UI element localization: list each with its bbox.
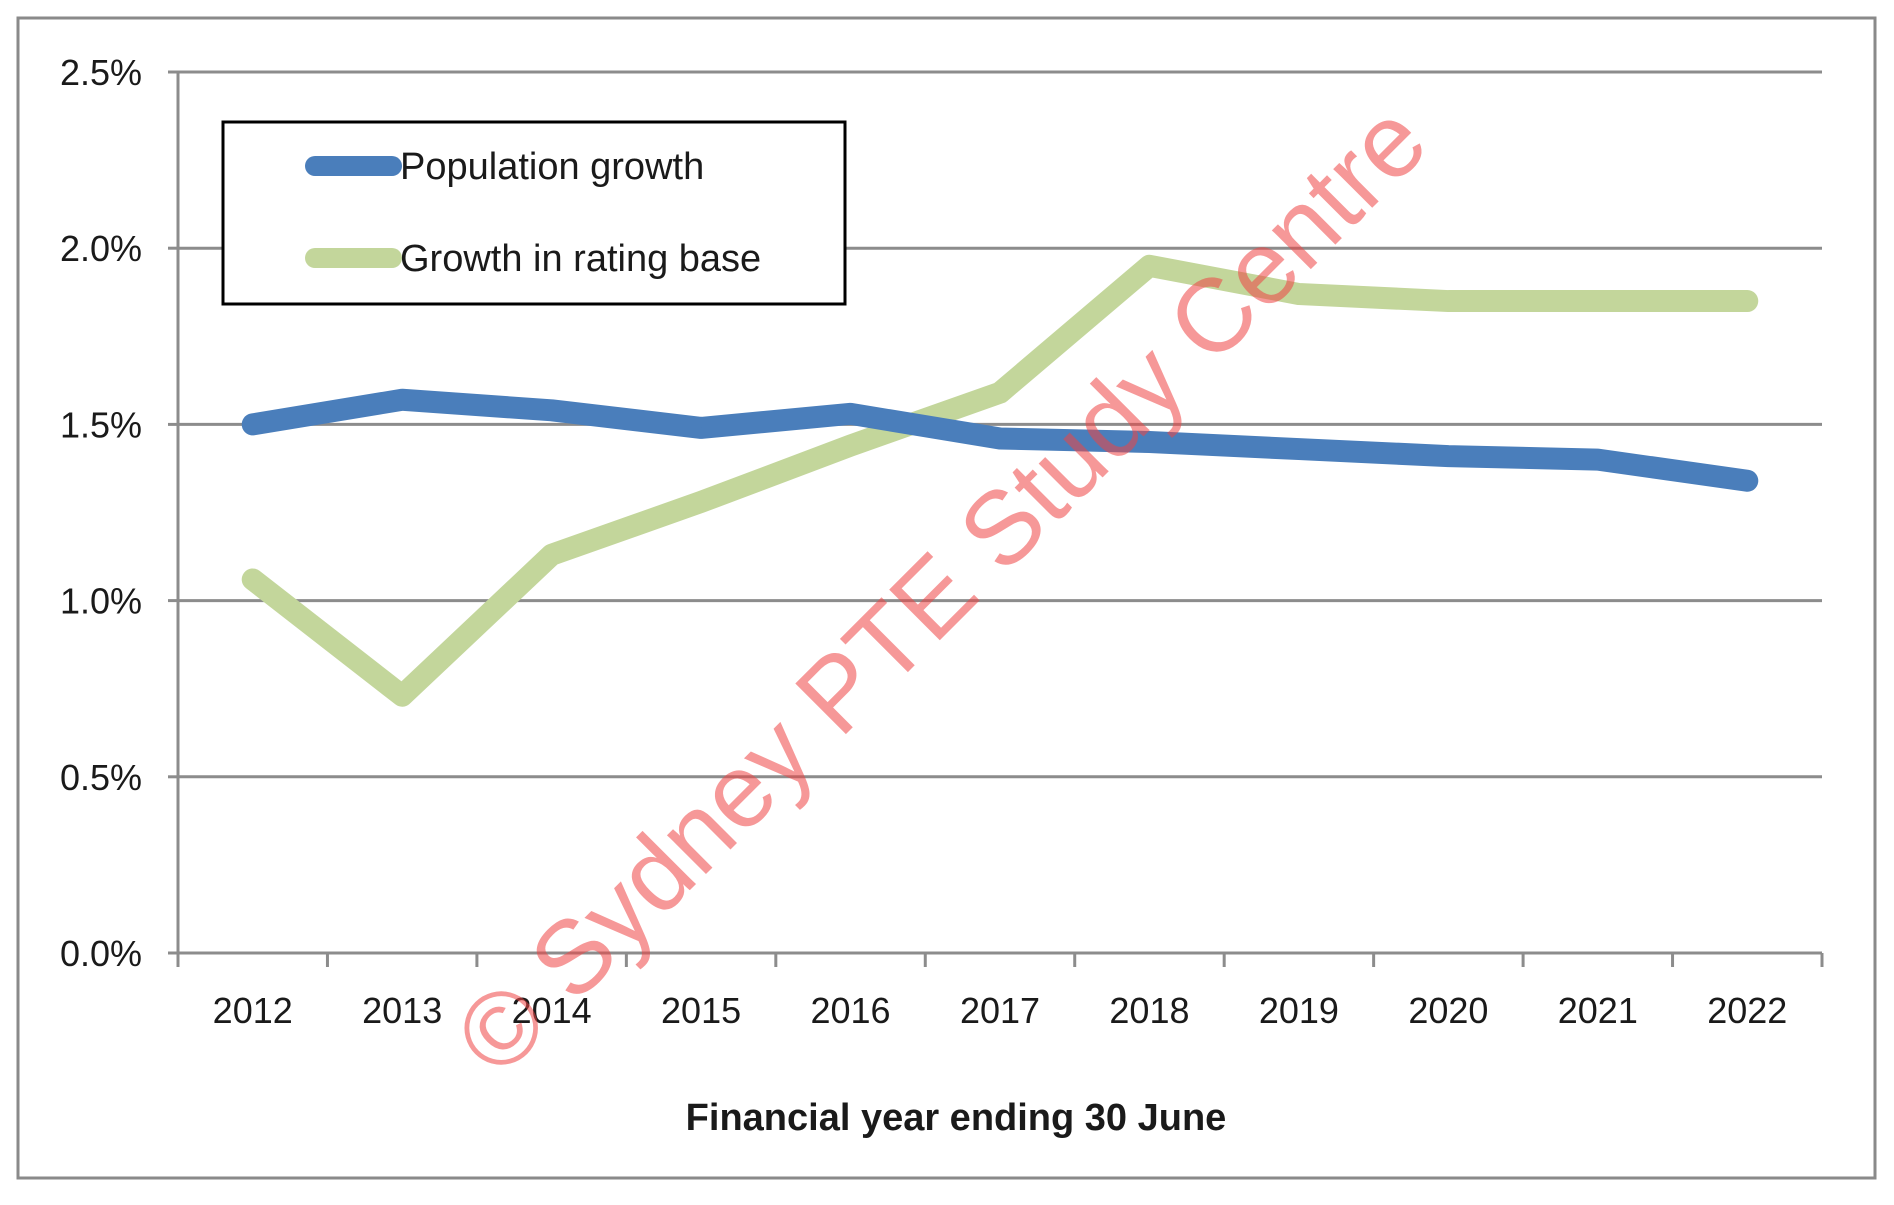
x-tick-label: 2022 <box>1707 990 1787 1031</box>
y-axis-tick-labels: 0.0% 0.5% 1.0% 1.5% 2.0% 2.5% <box>60 52 142 974</box>
data-point-population-growth <box>700 427 702 429</box>
data-point-population-growth <box>551 409 553 411</box>
x-tick-label: 2020 <box>1408 990 1488 1031</box>
data-point-growth-in-rating-base <box>401 695 403 697</box>
x-tick-label: 2015 <box>661 990 741 1031</box>
data-point-population-growth <box>1298 448 1300 450</box>
series-lines <box>241 254 1759 707</box>
data-point-population-growth <box>401 399 403 401</box>
x-tick-label: 2014 <box>512 990 592 1031</box>
x-tick-label: 2021 <box>1558 990 1638 1031</box>
x-axis-tick-labels: 2012 2013 2014 2015 2016 2017 2018 2019 2020 2021… <box>213 990 1788 1031</box>
x-tick-label: 2019 <box>1259 990 1339 1031</box>
data-point-growth-in-rating-base <box>1148 265 1150 267</box>
x-tick-label: 2018 <box>1109 990 1189 1031</box>
data-point-population-growth <box>999 437 1001 439</box>
data-point-growth-in-rating-base <box>1597 300 1599 302</box>
x-tick-label: 2012 <box>213 990 293 1031</box>
y-tick-label: 1.5% <box>60 404 142 445</box>
data-point-growth-in-rating-base <box>1447 300 1449 302</box>
legend-label-population-growth: Population growth <box>400 146 704 188</box>
data-point-growth-in-rating-base <box>850 445 852 447</box>
x-tick-label: 2017 <box>960 990 1040 1031</box>
data-point-population-growth <box>1746 480 1748 482</box>
y-tick-label: 2.5% <box>60 52 142 93</box>
data-point-population-growth <box>1148 441 1150 443</box>
data-point-population-growth <box>1447 455 1449 457</box>
data-point-population-growth <box>252 423 254 425</box>
y-tick-label: 1.0% <box>60 581 142 622</box>
x-axis-title: Financial year ending 30 June <box>686 1097 1227 1139</box>
y-tick-label: 2.0% <box>60 228 142 269</box>
data-point-growth-in-rating-base <box>700 501 702 503</box>
axes <box>176 72 1824 967</box>
legend-label-growth-in-rating-base: Growth in rating base <box>400 238 761 280</box>
data-point-growth-in-rating-base <box>551 554 553 556</box>
data-point-growth-in-rating-base <box>999 392 1001 394</box>
data-point-population-growth <box>850 413 852 415</box>
data-point-growth-in-rating-base <box>252 578 254 580</box>
legend: Population growth Growth in rating base <box>221 120 847 306</box>
legend-box <box>221 120 847 306</box>
y-tick-label: 0.5% <box>60 757 142 798</box>
data-point-growth-in-rating-base <box>1746 300 1748 302</box>
x-tick-label: 2016 <box>810 990 890 1031</box>
data-point-growth-in-rating-base <box>1298 293 1300 295</box>
y-tick-label: 0.0% <box>60 933 142 974</box>
x-tick-label: 2013 <box>362 990 442 1031</box>
data-point-population-growth <box>1597 459 1599 461</box>
